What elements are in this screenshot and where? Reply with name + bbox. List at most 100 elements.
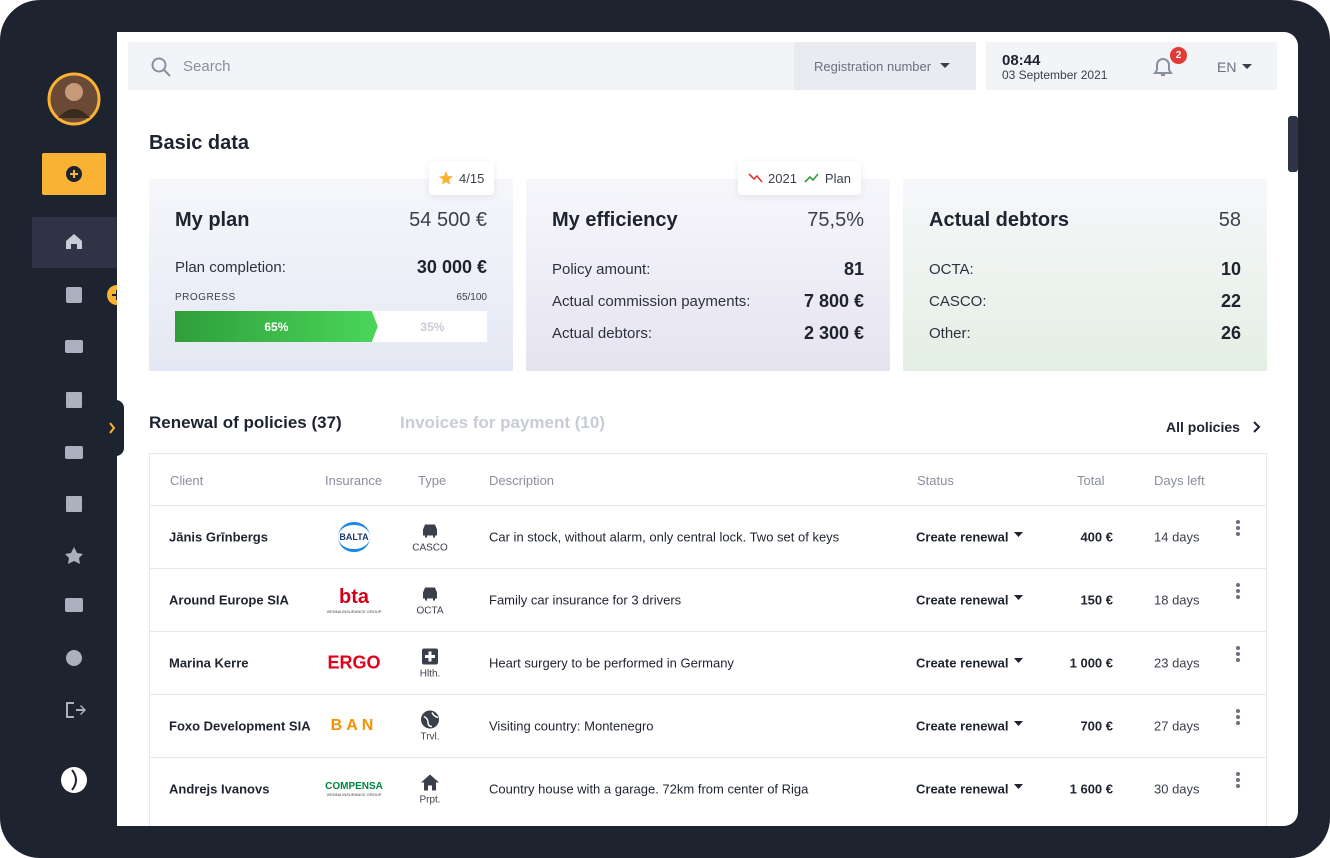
row-label: CASCO: bbox=[929, 293, 987, 310]
plan-card: 4/15 My plan 54 500 € Plan completion: 3… bbox=[149, 161, 513, 371]
row-menu[interactable] bbox=[1235, 771, 1241, 789]
caret bbox=[1014, 721, 1023, 726]
registration-label: Registration number bbox=[814, 59, 932, 74]
description: Country house with a garage. 72km from c… bbox=[489, 781, 809, 797]
days-left: 18 days bbox=[1154, 592, 1200, 608]
table-row[interactable]: Foxo Development SIA BAN Trvl. Visiting cou… bbox=[149, 694, 1267, 757]
row-value: 10 bbox=[1220, 259, 1241, 279]
type-icon bbox=[423, 524, 437, 538]
type-icon bbox=[423, 587, 437, 601]
efficiency-card: 2021 Plan My efficiency 75,5% Policy amou… bbox=[526, 161, 890, 371]
insurer: COMPENSA bbox=[325, 781, 383, 792]
search-icon bbox=[151, 57, 171, 77]
progress-count: 65/100 bbox=[456, 292, 487, 303]
type-icon bbox=[421, 710, 439, 729]
status[interactable]: Create renewal bbox=[916, 655, 1009, 671]
total: 150 € bbox=[1080, 592, 1113, 608]
status[interactable]: Create renewal bbox=[916, 718, 1009, 734]
card-title: My efficiency bbox=[552, 209, 678, 231]
table-row[interactable]: Marina Kerre ERGO Hlth. Heart surgery to be… bbox=[149, 631, 1267, 694]
type-icon bbox=[421, 774, 439, 791]
caret bbox=[940, 63, 950, 68]
column-header: Client bbox=[170, 473, 204, 488]
client: Jānis Grīnbergs bbox=[169, 529, 268, 545]
description: Car in stock, without alarm, only centra… bbox=[489, 529, 840, 545]
tab[interactable]: Invoices for payment (10) bbox=[400, 413, 606, 432]
client: Marina Kerre bbox=[169, 655, 249, 671]
scrollbar[interactable] bbox=[1288, 116, 1298, 172]
row-menu[interactable] bbox=[1235, 645, 1241, 663]
row-value: 81 bbox=[843, 259, 864, 279]
date: 03 September 2021 bbox=[1002, 68, 1108, 82]
row-value: 2 300 € bbox=[803, 323, 864, 343]
status[interactable]: Create renewal bbox=[916, 781, 1009, 797]
debtors-card: Actual debtors 58 OCTA: 10 CASCO: 22 Other: 2… bbox=[903, 179, 1267, 371]
progress-label: PROGRESS bbox=[175, 292, 236, 303]
type-label: Prpt. bbox=[419, 794, 441, 806]
caret bbox=[1014, 784, 1023, 789]
card-total: 58 bbox=[1218, 209, 1241, 231]
total: 1 000 € bbox=[1069, 655, 1113, 671]
status[interactable]: Create renewal bbox=[916, 592, 1009, 608]
row-menu[interactable] bbox=[1235, 519, 1241, 537]
legend-item: Plan bbox=[824, 170, 851, 186]
total: 700 € bbox=[1080, 718, 1113, 734]
column-header: Type bbox=[418, 473, 447, 488]
legend: 2021 Plan bbox=[738, 161, 861, 195]
column-header: Days left bbox=[1154, 473, 1205, 488]
table-row[interactable]: Jānis Grīnbergs BALTA CASCO Car in stock, w… bbox=[149, 505, 1267, 568]
type-label: OCTA bbox=[416, 605, 444, 617]
progress-left: 35% bbox=[378, 311, 487, 342]
type-label: Trvl. bbox=[420, 731, 440, 743]
table-row[interactable]: Around Europe SIA bta VIENNA INSURANCE GRO… bbox=[149, 568, 1267, 631]
all-policies-link[interactable]: All policies bbox=[1166, 419, 1240, 435]
client: Around Europe SIA bbox=[169, 592, 289, 608]
caret bbox=[1014, 658, 1023, 663]
total: 1 600 € bbox=[1069, 781, 1113, 797]
insurer: BALTA bbox=[338, 522, 370, 552]
status[interactable]: Create renewal bbox=[916, 529, 1009, 545]
column-header: Description bbox=[489, 473, 555, 488]
section-title: Basic data bbox=[149, 132, 250, 154]
progress-left-label: 35% bbox=[420, 320, 445, 334]
description: Visiting country: Montenegro bbox=[489, 718, 654, 734]
column-header: Total bbox=[1077, 473, 1105, 488]
search-placeholder: Search bbox=[183, 58, 231, 75]
bell-icon[interactable] bbox=[1152, 56, 1174, 78]
row-value: 7 800 € bbox=[803, 291, 864, 311]
row-value: 26 bbox=[1220, 323, 1241, 343]
legend-item: 2021 bbox=[768, 170, 797, 186]
row-label: Plan completion: bbox=[175, 259, 286, 276]
column-header: Insurance bbox=[325, 473, 383, 488]
card-title: My plan bbox=[175, 209, 250, 231]
card-title: Actual debtors bbox=[929, 209, 1070, 231]
type-label: Hlth. bbox=[419, 668, 441, 680]
registration-select[interactable]: Registration number bbox=[794, 42, 976, 90]
days-left: 14 days bbox=[1154, 529, 1200, 545]
total: 400 € bbox=[1080, 529, 1113, 545]
progress-bar: 65% 35% bbox=[175, 311, 487, 342]
days-left: 27 days bbox=[1154, 718, 1200, 734]
column-header: Status bbox=[917, 473, 954, 488]
row-value: 22 bbox=[1220, 291, 1241, 311]
row-menu[interactable] bbox=[1235, 708, 1241, 726]
insurer: bta bbox=[339, 586, 369, 608]
tab-active[interactable]: Renewal of policies (37) bbox=[149, 413, 342, 432]
rank: 4/15 bbox=[459, 170, 485, 186]
insurer-group: VIENNA INSURANCE GROUP bbox=[326, 609, 382, 614]
language[interactable]: EN bbox=[1217, 59, 1237, 75]
row-label: Other: bbox=[929, 325, 971, 342]
search-bar[interactable]: Search Registration number bbox=[128, 42, 976, 90]
sidebar-toggle[interactable] bbox=[109, 400, 124, 456]
table-row[interactable]: Andrejs Ivanovs COMPENSA VIENNA INSURANCE … bbox=[149, 757, 1267, 820]
description: Family car insurance for 3 drivers bbox=[489, 592, 682, 608]
card-total: 75,5% bbox=[807, 209, 864, 231]
row-label: Actual commission payments: bbox=[552, 293, 751, 310]
type-icon bbox=[422, 648, 438, 665]
row-label: Policy amount: bbox=[552, 261, 651, 278]
row-menu[interactable] bbox=[1235, 582, 1241, 600]
sidebar bbox=[32, 72, 117, 793]
caret bbox=[1242, 64, 1252, 69]
